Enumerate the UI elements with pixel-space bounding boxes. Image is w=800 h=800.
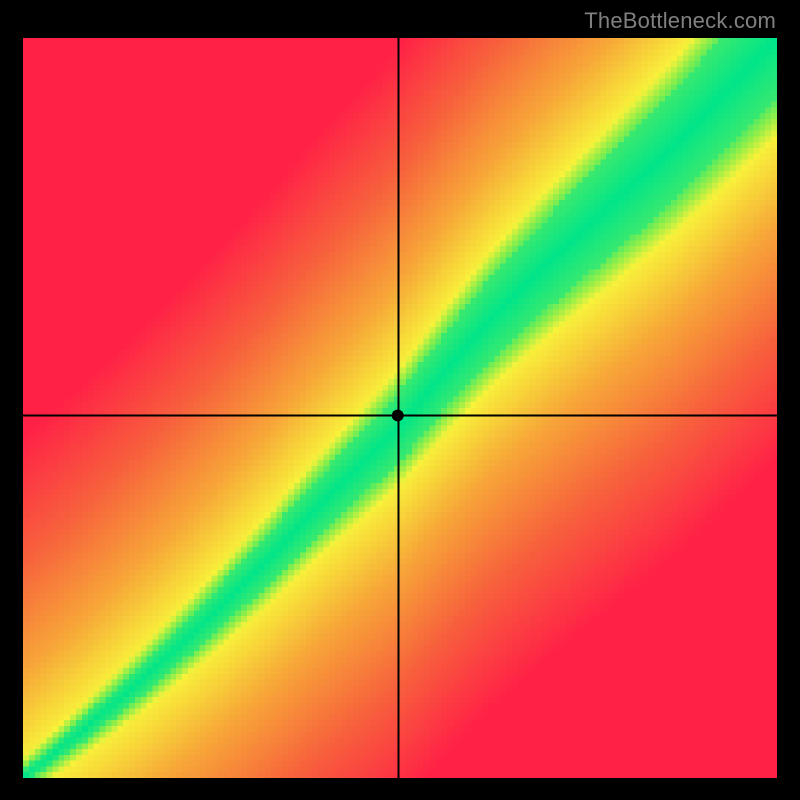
watermark-text: TheBottleneck.com <box>584 8 776 34</box>
chart-frame: TheBottleneck.com <box>0 0 800 800</box>
crosshair-overlay <box>23 38 777 778</box>
